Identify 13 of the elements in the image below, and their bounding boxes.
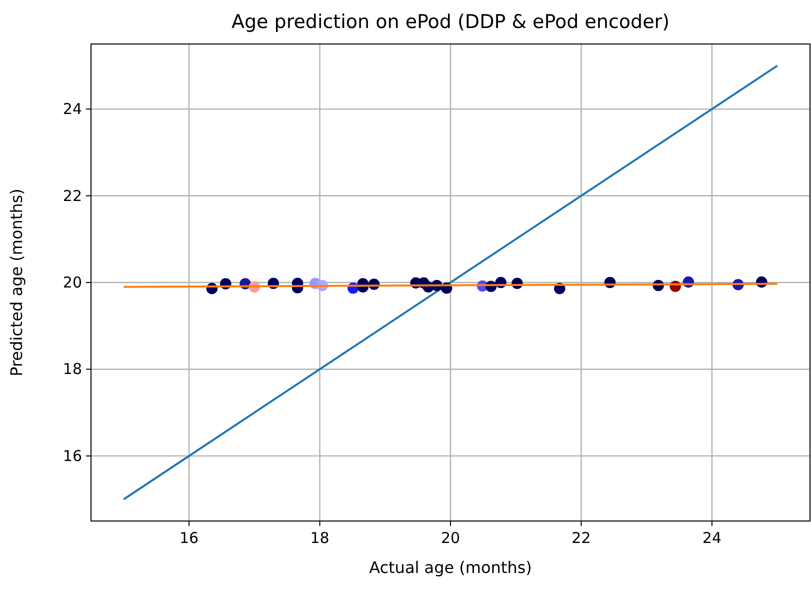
- y-axis-title: Predicted age (months): [7, 188, 26, 376]
- x-axis-title: Actual age (months): [369, 558, 532, 577]
- y-tick-label: 20: [62, 274, 82, 292]
- x-tick-label: 22: [572, 529, 591, 547]
- x-tick-label: 16: [180, 529, 199, 547]
- y-tick-label: 24: [62, 100, 82, 118]
- x-tick-label: 20: [440, 529, 460, 547]
- y-tick-label: 18: [62, 360, 82, 378]
- chart-title: Age prediction on ePod (DDP & ePod encoder): [231, 11, 670, 33]
- y-tick-label: 16: [62, 446, 82, 465]
- x-tick-label: 24: [702, 529, 722, 547]
- y-tick-label: 22: [62, 186, 82, 205]
- x-tick-label: 18: [310, 529, 330, 547]
